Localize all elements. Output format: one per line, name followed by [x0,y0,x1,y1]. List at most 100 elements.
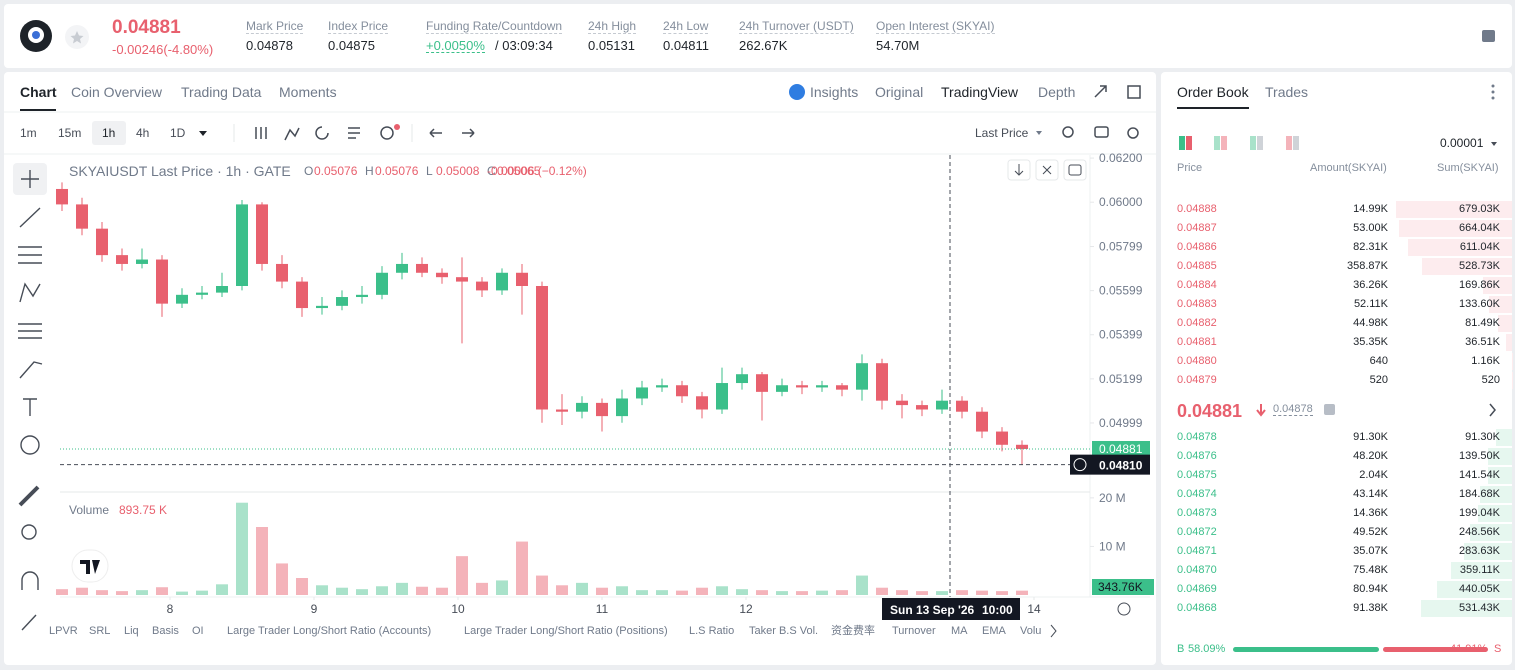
ob-price[interactable]: 0.04875 [1177,469,1217,481]
tv-logo[interactable] [80,560,100,574]
precision[interactable]: 0.00001 [1440,136,1484,150]
expand-icon[interactable] [1094,85,1107,98]
ob-price[interactable]: 0.04886 [1177,241,1217,253]
ob-tab[interactable]: Order Book [1177,85,1249,109]
ob-price[interactable]: 0.04874 [1177,488,1217,500]
indicator[interactable]: L.S Ratio [689,625,735,637]
volume-bar [616,586,628,595]
ob-price[interactable]: 0.04879 [1177,374,1217,386]
ob-price[interactable]: 0.04883 [1177,298,1217,310]
col-header: Price [1177,162,1203,174]
indicator[interactable]: Large Trader Long/Short Ratio (Positions… [464,625,668,637]
ob-price[interactable]: 0.04881 [1177,336,1217,348]
ob-price[interactable]: 0.04870 [1177,564,1217,576]
indicator[interactable]: OI [192,625,204,637]
crosshair-tool[interactable] [21,170,39,188]
ob-tab[interactable]: Trades [1265,84,1309,100]
layout-icon[interactable] [1482,30,1495,42]
ob-price[interactable]: 0.04872 [1177,526,1217,538]
ob-sum: 133.60K [1459,298,1500,310]
ob-price[interactable]: 0.04873 [1177,507,1217,519]
ob-price[interactable]: 0.04876 [1177,450,1217,462]
view-tab[interactable]: Original [875,84,924,100]
icon[interactable] [1286,136,1292,150]
ob-price[interactable]: 0.04868 [1177,602,1217,614]
tab[interactable]: Coin Overview [71,84,163,100]
ob-sum: 139.50K [1459,450,1500,462]
tab[interactable]: Moments [279,84,337,100]
indicator[interactable]: Basis [152,625,179,637]
add-icon[interactable] [380,126,394,140]
interval[interactable]: 1h [102,126,116,140]
icon[interactable] [1179,136,1185,150]
ob-price[interactable]: 0.04885 [1177,260,1217,272]
brush-tool[interactable] [19,361,43,379]
indicator[interactable]: Volu [1020,625,1042,637]
sell-key: S [1494,643,1502,655]
indicator[interactable]: EMA [982,625,1006,637]
template-icon[interactable] [348,127,360,139]
camera-icon[interactable] [1094,126,1109,138]
interval[interactable]: 1m [20,126,37,140]
ob-price[interactable]: 0.04887 [1177,222,1217,234]
trendline-tool[interactable] [19,207,41,228]
pane-button[interactable] [1007,159,1031,181]
settings-icon[interactable] [1127,127,1139,139]
undo-icon[interactable] [429,128,442,138]
dropdown-arrow[interactable] [1491,142,1497,146]
emoji-tool[interactable] [20,435,40,455]
ob-price[interactable]: 0.04882 [1177,317,1217,329]
window-icon[interactable] [1127,85,1141,99]
ob-price[interactable]: 0.04880 [1177,355,1217,367]
indicator[interactable]: Large Trader Long/Short Ratio (Accounts) [227,625,432,637]
fib-tool[interactable] [18,246,42,264]
down-arrow [1256,404,1266,417]
pane-button[interactable] [1035,159,1059,181]
view-tab[interactable]: Depth [1038,84,1076,100]
interval[interactable]: 4h [136,126,150,140]
projection-tool[interactable] [18,323,42,339]
interval[interactable]: 15m [58,126,82,140]
next-icon[interactable] [1050,624,1057,638]
tab[interactable]: Chart [20,84,57,100]
dropdown-arrow[interactable] [1036,131,1042,135]
candle-type-icon[interactable] [255,127,267,139]
search-icon[interactable] [1062,126,1074,138]
magnet-tool[interactable] [21,571,39,590]
pane-button[interactable] [1063,159,1087,181]
indicator[interactable]: SRL [89,625,111,637]
volume-bar [276,563,288,595]
more-icon[interactable] [1491,84,1495,100]
icon[interactable] [1214,136,1220,150]
insights-icon[interactable] [789,84,805,100]
measure-tool[interactable] [18,485,40,507]
zoom-tool[interactable] [21,524,37,540]
indicator[interactable]: Liq [124,625,139,637]
ob-price[interactable]: 0.04869 [1177,583,1217,595]
indicator[interactable]: Taker B.S Vol. [749,625,819,637]
icon[interactable] [1250,136,1256,150]
indicator[interactable]: MA [951,625,968,637]
more-arrow[interactable] [1489,403,1496,417]
ob-price[interactable]: 0.04871 [1177,545,1217,557]
tab[interactable]: Trading Data [181,84,262,100]
replay-icon[interactable] [315,126,329,140]
interval[interactable]: 1D [170,126,186,140]
pattern-tool[interactable] [19,282,41,303]
text-tool[interactable] [23,398,37,416]
indicator[interactable]: 资金费率 [831,625,875,637]
redo-icon[interactable] [462,128,475,138]
ob-price[interactable]: 0.04878 [1177,431,1217,443]
view-tab[interactable]: Insights [810,84,859,100]
pen-tool[interactable] [21,614,37,631]
ob-amount: 91.38K [1353,602,1388,614]
indicator[interactable]: Turnover [892,625,936,637]
price-type[interactable]: Last Price [975,126,1029,140]
indicator[interactable]: LPVR [49,625,78,637]
indicator-icon[interactable] [284,127,300,141]
ob-price[interactable]: 0.04884 [1177,279,1217,291]
view-tab[interactable]: TradingView [941,84,1019,100]
ob-price[interactable]: 0.04888 [1177,203,1217,215]
settings-icon[interactable] [1117,602,1131,616]
dropdown-arrow[interactable] [199,131,207,136]
